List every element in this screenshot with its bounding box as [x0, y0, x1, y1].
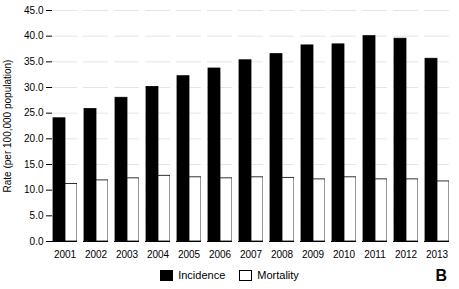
svg-text:0.0: 0.0: [30, 236, 44, 247]
svg-text:10.0: 10.0: [24, 184, 44, 195]
html-text:Incidence: Incidence: [178, 269, 226, 281]
svg-text:2002: 2002: [85, 249, 108, 260]
svg-text:2010: 2010: [333, 249, 356, 260]
svg-text:30.0: 30.0: [24, 82, 44, 93]
svg-text:2003: 2003: [116, 249, 139, 260]
svg-text:5.0: 5.0: [30, 210, 44, 221]
svg-text:2006: 2006: [209, 249, 232, 260]
svg-text:15.0: 15.0: [24, 159, 44, 170]
svg-text:2005: 2005: [178, 249, 201, 260]
svg-text:2013: 2013: [426, 249, 449, 260]
html-text:B: B: [435, 267, 447, 284]
svg-text:20.0: 20.0: [24, 133, 44, 144]
svg-text:2011: 2011: [364, 249, 386, 260]
svg-text:2001: 2001: [54, 249, 77, 260]
svg-text:2007: 2007: [240, 249, 263, 260]
svg-text:45.0: 45.0: [24, 5, 44, 16]
svg-text:35.0: 35.0: [24, 56, 44, 67]
svg-text:40.0: 40.0: [24, 30, 44, 41]
svg-text:2009: 2009: [302, 249, 325, 260]
svg-text:2008: 2008: [271, 249, 294, 260]
svg-text:2012: 2012: [395, 249, 418, 260]
svg-text:25.0: 25.0: [24, 107, 44, 118]
svg-text:Rate (per 100,000 population): Rate (per 100,000 population): [2, 60, 13, 193]
svg-text:2004: 2004: [147, 249, 170, 260]
html-text:Mortality: Mortality: [257, 269, 299, 281]
